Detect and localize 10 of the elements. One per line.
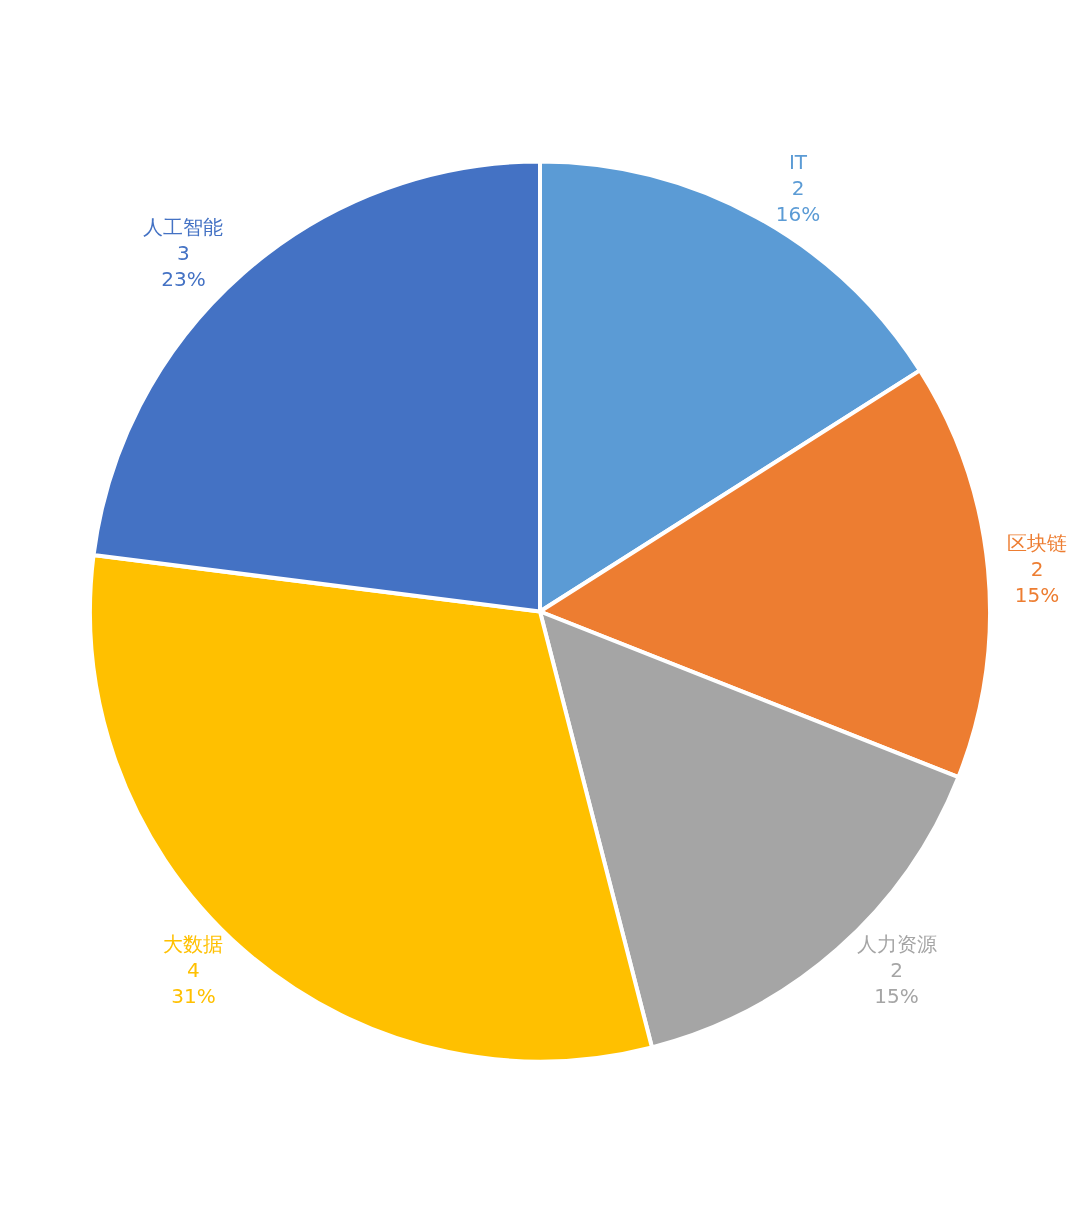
- data-label: 4 31%: [171, 958, 216, 1009]
- slice-label: 区块链: [1007, 530, 1067, 555]
- data-label: 2 15%: [874, 958, 919, 1009]
- data-label: 3 23%: [161, 240, 206, 291]
- data-label: 2 15%: [1014, 556, 1060, 607]
- slice-label: 人工智能: [143, 214, 224, 239]
- slice-label: 人力资源: [856, 932, 937, 957]
- slice-label: IT: [788, 149, 808, 174]
- slice-label: 大数据: [163, 932, 224, 957]
- data-label: 2 16%: [775, 175, 821, 226]
